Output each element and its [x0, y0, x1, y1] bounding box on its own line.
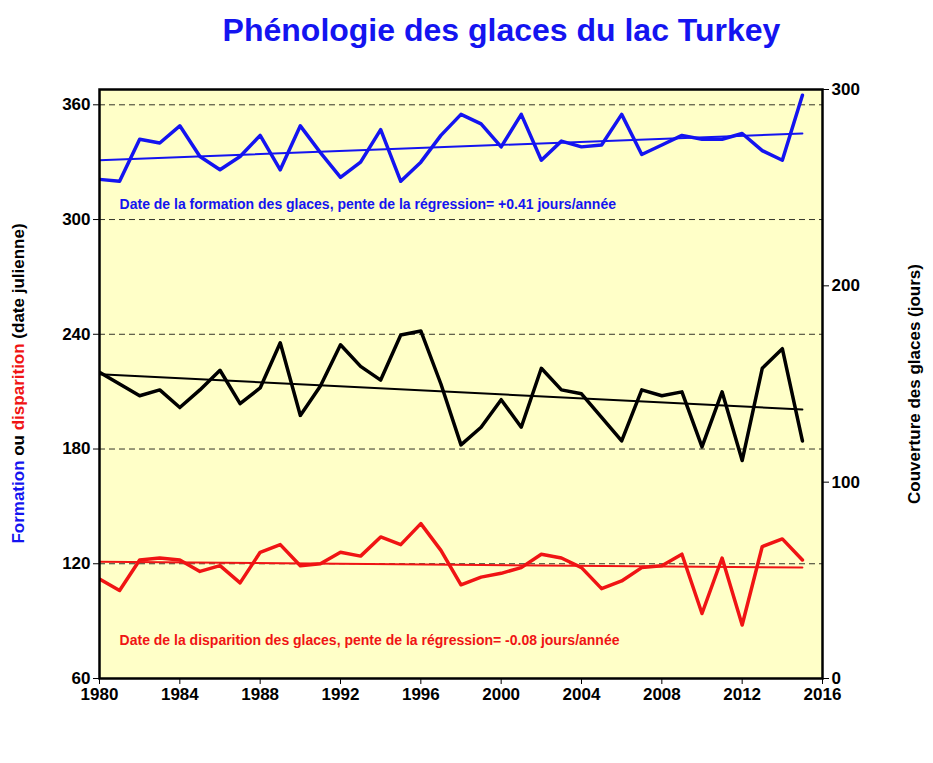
svg-text:300: 300: [832, 80, 860, 99]
svg-text:1988: 1988: [241, 685, 279, 704]
svg-text:300: 300: [62, 210, 90, 229]
svg-text:1980: 1980: [80, 684, 119, 704]
svg-text:Date de la disparition des gla: Date de la disparition des glaces, pente…: [120, 632, 620, 648]
svg-text:120: 120: [62, 554, 90, 573]
html-text:Phénologie des glaces du lac T: Phénologie des glaces du lac Turkey: [222, 12, 781, 48]
svg-text:1984: 1984: [161, 685, 199, 704]
svg-text:Couverture des glaces (jours): Couverture des glaces (jours): [905, 264, 924, 504]
svg-text:Formation ou disparition (date: Formation ou disparition (date julienne): [9, 223, 28, 543]
svg-text:200: 200: [832, 276, 860, 295]
svg-text:100: 100: [832, 473, 860, 492]
svg-text:2012: 2012: [723, 685, 761, 704]
svg-text:360: 360: [62, 95, 90, 114]
svg-text:0: 0: [832, 669, 841, 688]
svg-text:2008: 2008: [643, 685, 681, 704]
svg-text:2004: 2004: [563, 685, 601, 704]
svg-text:1996: 1996: [402, 685, 440, 704]
svg-text:Date de la formation des glace: Date de la formation des glaces, pente d…: [120, 196, 617, 212]
svg-text:2000: 2000: [482, 685, 520, 704]
svg-text:1992: 1992: [322, 685, 360, 704]
svg-text:180: 180: [62, 439, 90, 458]
svg-text:2016: 2016: [803, 684, 842, 704]
svg-text:60: 60: [72, 669, 91, 688]
svg-text:240: 240: [62, 325, 90, 344]
